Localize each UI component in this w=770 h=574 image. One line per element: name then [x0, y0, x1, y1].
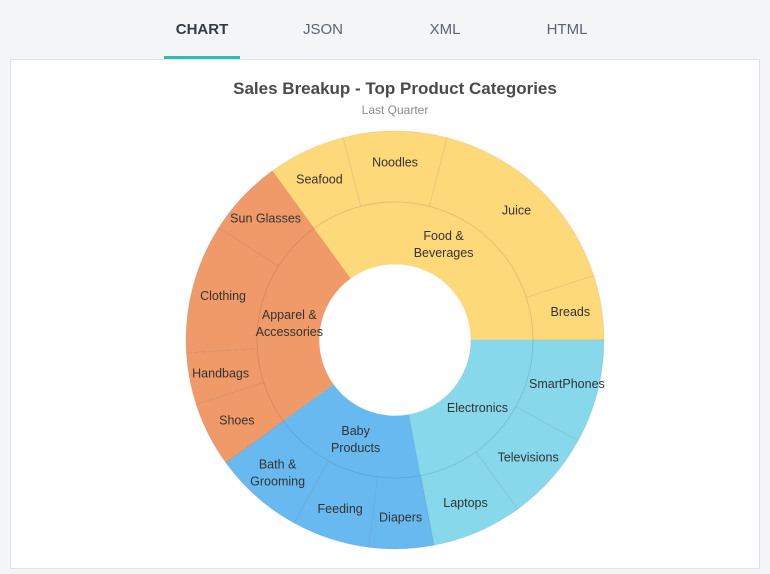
slice-juice[interactable] — [428, 136, 595, 298]
slice-label-clothing: Clothing — [200, 289, 246, 303]
slice-label-baby-products: Baby Products — [331, 424, 380, 455]
slice-noodles[interactable] — [342, 130, 448, 207]
slice-clothing[interactable] — [185, 227, 280, 354]
tab-xml[interactable]: XML — [429, 21, 461, 38]
slice-label-seafood: Seafood — [296, 172, 343, 186]
slice-bath-and-grooming[interactable] — [225, 420, 330, 524]
slice-breads[interactable] — [525, 274, 605, 341]
chart-panel: Sales Breakup - Top Product Categories L… — [10, 59, 760, 569]
sunburst-chart: Sales Breakup - Top Product Categories L… — [185, 79, 605, 550]
slice-label-electronics: Electronics — [447, 401, 508, 415]
slice-label-food-and-beverages: Food & Beverages — [414, 229, 474, 260]
slice-label-sun-glasses: Sun Glasses — [230, 211, 301, 225]
slice-televisions[interactable] — [475, 405, 579, 510]
slice-laptops[interactable] — [420, 450, 519, 546]
slice-label-handbags: Handbags — [192, 366, 249, 380]
slice-label-juice: Juice — [502, 204, 531, 218]
tab-json[interactable]: JSON — [302, 21, 343, 38]
ring-separator — [256, 201, 534, 479]
slice-label-diapers: Diapers — [379, 510, 422, 524]
slice-handbags[interactable] — [185, 348, 265, 406]
chart-title: Sales Breakup - Top Product Categories — [233, 79, 557, 98]
slice-label-bath-and-grooming: Bath & Grooming — [250, 458, 305, 489]
slice-label-noodles: Noodles — [372, 156, 418, 170]
chart-subtitle: Last Quarter — [362, 103, 429, 117]
slice-label-breads: Breads — [551, 305, 591, 319]
tab-bar: CHART JSON XML HTML — [0, 0, 770, 60]
slice-smartphones[interactable] — [515, 339, 605, 442]
slice-label-shoes: Shoes — [219, 414, 254, 428]
slice-label-laptops: Laptops — [443, 496, 487, 510]
slice-feeding[interactable] — [293, 460, 379, 548]
slice-label-televisions: Televisions — [498, 450, 559, 464]
slice-electronics[interactable] — [408, 339, 534, 476]
tab-chart[interactable]: CHART — [164, 0, 240, 59]
slice-label-smartphones: SmartPhones — [529, 377, 605, 391]
slice-food-and-beverages[interactable] — [313, 201, 534, 341]
slice-label-apparel-and-accessories: Apparel & Accessories — [256, 308, 323, 339]
slice-shoes[interactable] — [195, 382, 285, 464]
slice-seafood[interactable] — [271, 136, 362, 230]
tab-html[interactable]: HTML — [546, 21, 588, 38]
slice-label-feeding: Feeding — [318, 502, 363, 516]
